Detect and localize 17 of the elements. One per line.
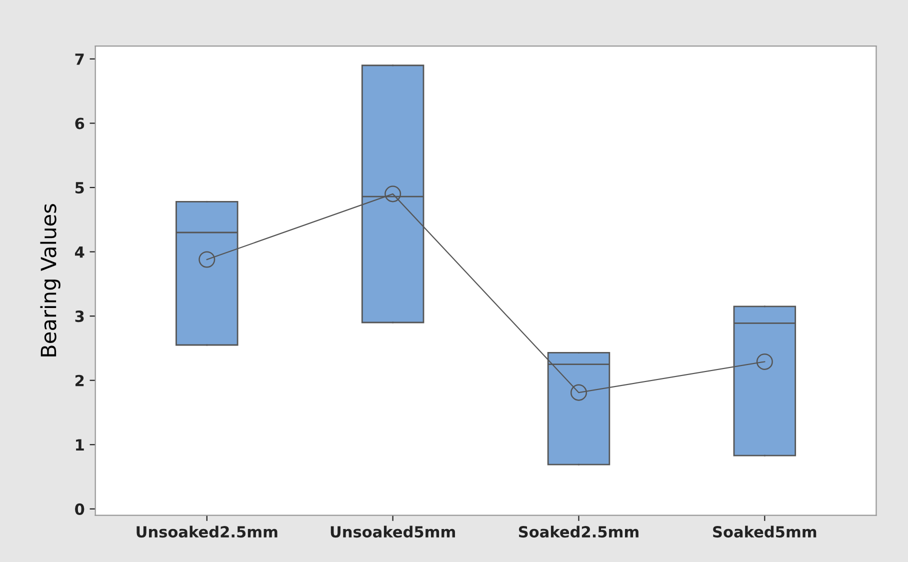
x-tick-label: Soaked5mm: [713, 526, 816, 538]
y-tick-label: 3: [75, 310, 84, 322]
point: [198, 251, 216, 268]
y-tick-label: 7: [75, 54, 84, 65]
x-tick-label: Unsoaked5mm: [330, 526, 455, 538]
point: [570, 384, 588, 401]
x-tick-label: Unsoaked2.5mm: [136, 526, 278, 538]
y-tick-label: 1: [76, 439, 84, 450]
point: [384, 186, 402, 202]
x-tick-label: Soaked2.5mm: [518, 526, 638, 538]
point: [756, 353, 773, 370]
y-tick-label: 5: [75, 182, 84, 194]
y-tick-label: 2: [76, 374, 84, 386]
y-axis-title: Bearing Values: [40, 204, 60, 356]
y-tick-label: 4: [74, 246, 84, 258]
y-tick-label: 0: [75, 503, 84, 515]
y-tick-label: 6: [75, 118, 84, 130]
